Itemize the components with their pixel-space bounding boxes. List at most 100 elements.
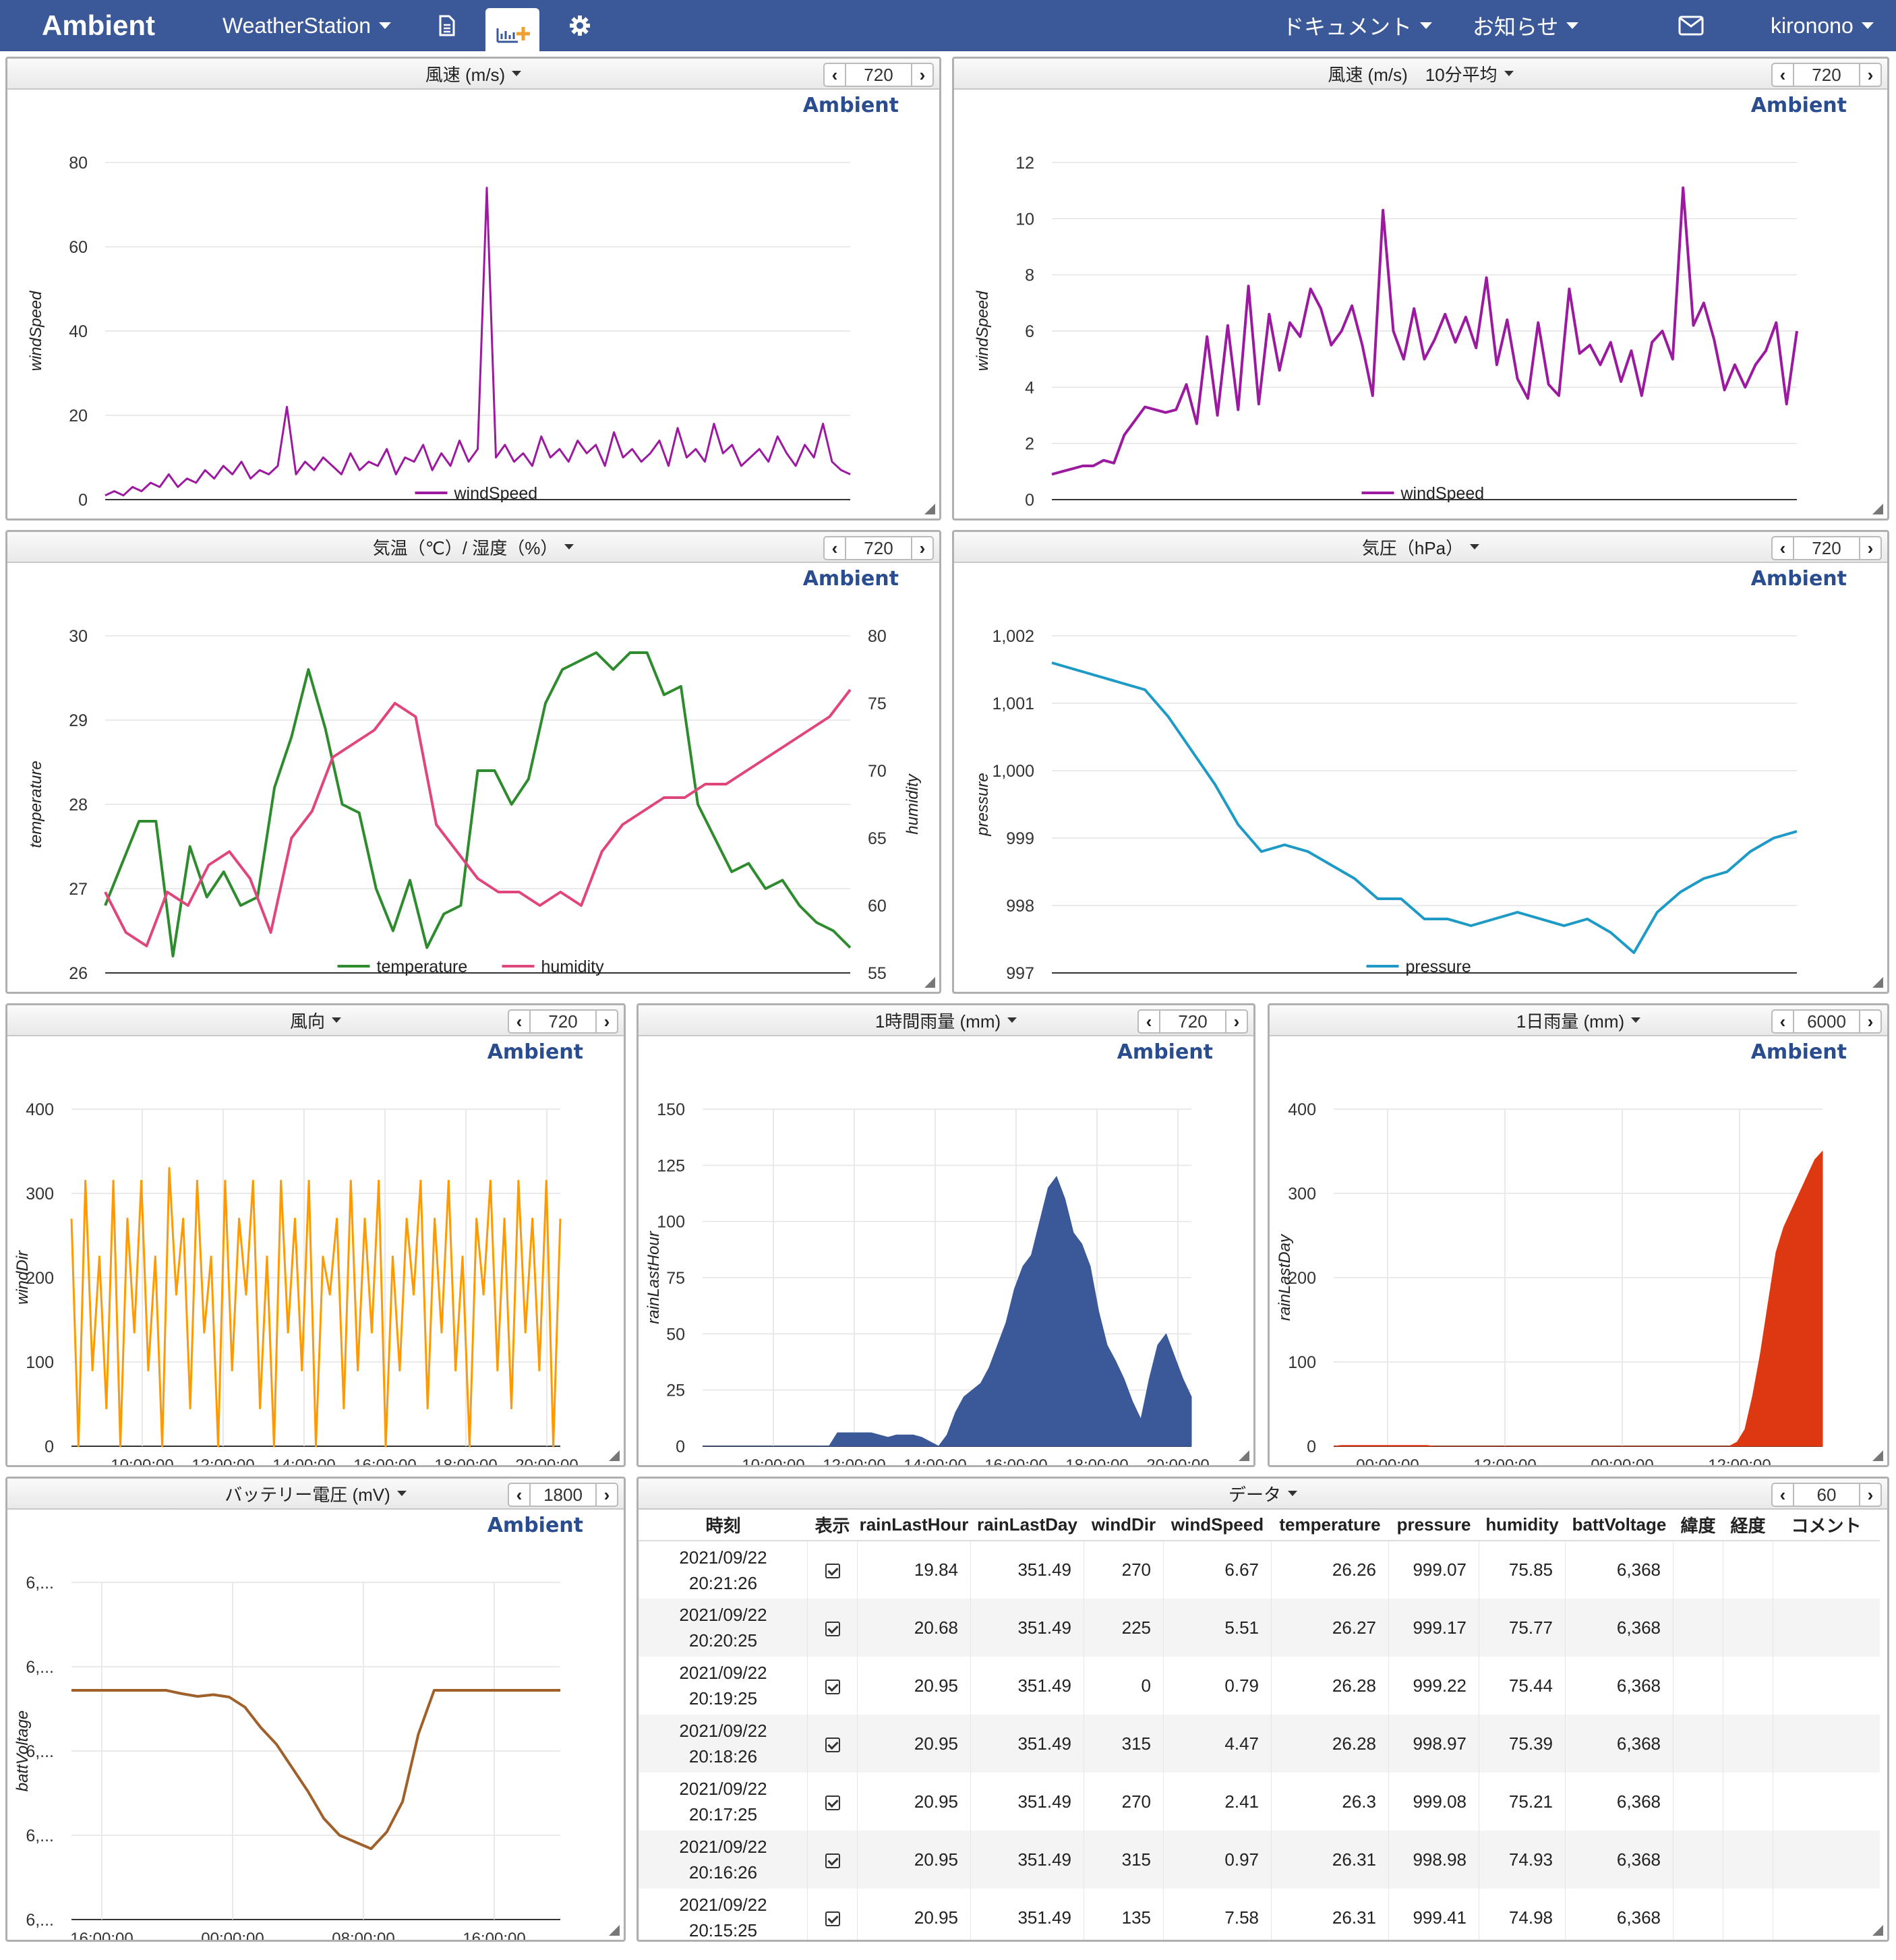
column-header[interactable]: windDir: [1084, 1510, 1164, 1541]
column-header[interactable]: temperature: [1271, 1510, 1389, 1541]
panel-title[interactable]: 風速 (m/s): [7, 59, 939, 88]
count-input[interactable]: 1800: [531, 1483, 595, 1507]
resize-handle[interactable]: [924, 504, 935, 514]
count-input[interactable]: 720: [1794, 63, 1859, 87]
panel-title[interactable]: 気温（℃）/ 湿度（%）: [7, 532, 939, 562]
news-dropdown[interactable]: お知らせ: [1473, 0, 1579, 51]
resize-handle[interactable]: [1239, 1450, 1249, 1461]
panel-title[interactable]: 1日雨量 (mm): [1270, 1005, 1887, 1035]
panel-title[interactable]: 風速 (m/s) 10分平均: [954, 59, 1887, 88]
pager: ‹ 1800 ›: [508, 1483, 618, 1507]
column-header[interactable]: 経度: [1723, 1510, 1773, 1541]
next-page-button[interactable]: ›: [1859, 63, 1882, 87]
column-header[interactable]: humidity: [1479, 1510, 1566, 1541]
table-row[interactable]: 2021/09/22 20:19:25 20.95 351.49 0 0.79 26.28…: [639, 1657, 1880, 1715]
y-tick-label: 100: [26, 1353, 54, 1372]
y2-tick-label: 70: [868, 762, 887, 781]
next-page-button[interactable]: ›: [595, 1009, 618, 1034]
table-row[interactable]: 2021/09/22 20:18:26 20.95 351.49 315 4.47 26.…: [639, 1715, 1880, 1773]
prev-page-button[interactable]: ‹: [1771, 536, 1794, 560]
table-cell: [1773, 1715, 1880, 1773]
mail-icon[interactable]: [1678, 0, 1705, 51]
resize-handle[interactable]: [1872, 1925, 1883, 1936]
panel-title[interactable]: データ: [639, 1479, 1887, 1508]
chart-add-icon[interactable]: [485, 8, 539, 59]
next-page-button[interactable]: ›: [1859, 1009, 1882, 1034]
visible-checkbox[interactable]: [825, 1911, 840, 1926]
prev-page-button[interactable]: ‹: [823, 63, 846, 87]
column-header[interactable]: windSpeed: [1163, 1510, 1272, 1541]
visible-checkbox[interactable]: [825, 1795, 840, 1810]
panel-title[interactable]: 1時間雨量 (mm): [639, 1005, 1253, 1035]
count-input[interactable]: 60: [1794, 1483, 1859, 1507]
panel-title[interactable]: バッテリー電圧 (mV): [7, 1479, 624, 1508]
visible-checkbox[interactable]: [825, 1737, 840, 1752]
next-page-button[interactable]: ›: [1859, 536, 1882, 560]
resize-handle[interactable]: [924, 977, 935, 988]
column-header[interactable]: battVoltage: [1565, 1510, 1673, 1541]
panel-title[interactable]: 気圧（hPa）: [954, 532, 1887, 562]
prev-page-button[interactable]: ‹: [508, 1009, 531, 1034]
visible-checkbox-cell: [807, 1599, 858, 1657]
column-header[interactable]: 表示: [807, 1510, 858, 1541]
count-input[interactable]: 720: [846, 536, 911, 560]
prev-page-button[interactable]: ‹: [1771, 1009, 1794, 1034]
table-row[interactable]: 2021/09/22 20:20:25 20.68 351.49 225 5.51 26.…: [639, 1599, 1880, 1657]
table-cell: 7.58: [1163, 1889, 1272, 1940]
visible-checkbox[interactable]: [825, 1853, 840, 1868]
table-row[interactable]: 2021/09/22 20:21:26 19.84 351.49 270 6.67 26.…: [639, 1541, 1880, 1599]
next-page-button[interactable]: ›: [911, 536, 934, 560]
column-header[interactable]: コメント: [1773, 1510, 1880, 1541]
table-cell: 26.31: [1271, 1889, 1389, 1940]
resize-handle[interactable]: [609, 1925, 620, 1936]
next-page-button[interactable]: ›: [1225, 1009, 1248, 1034]
table-cell: [1723, 1599, 1773, 1657]
next-page-button[interactable]: ›: [911, 63, 934, 87]
column-header[interactable]: rainLastHour: [857, 1510, 971, 1541]
prev-page-button[interactable]: ‹: [1771, 63, 1794, 87]
table-cell: 999.07: [1388, 1541, 1479, 1599]
prev-page-button[interactable]: ‹: [1771, 1483, 1794, 1507]
count-input[interactable]: 720: [1160, 1009, 1225, 1034]
resize-handle[interactable]: [609, 1450, 620, 1461]
gear-icon[interactable]: [568, 0, 592, 51]
table-cell: [1673, 1773, 1723, 1831]
prev-page-button[interactable]: ‹: [823, 536, 846, 560]
count-input[interactable]: 720: [1794, 536, 1859, 560]
y-axis-label: rainLastHour: [645, 1230, 663, 1324]
table-cell: 20.95: [857, 1773, 971, 1831]
prev-page-button[interactable]: ‹: [1137, 1009, 1160, 1034]
next-page-button[interactable]: ›: [1859, 1483, 1882, 1507]
channel-dropdown[interactable]: WeatherStation: [223, 0, 391, 51]
y2-tick-label: 55: [868, 964, 887, 983]
count-input[interactable]: 720: [846, 63, 911, 87]
visible-checkbox[interactable]: [825, 1621, 840, 1636]
prev-page-button[interactable]: ‹: [508, 1483, 531, 1507]
document-icon[interactable]: [437, 0, 457, 51]
visible-checkbox-cell: [807, 1889, 858, 1940]
column-header[interactable]: rainLastDay: [970, 1510, 1084, 1541]
docs-dropdown[interactable]: ドキュメント: [1282, 0, 1433, 51]
column-header[interactable]: 時刻: [639, 1510, 808, 1541]
resize-handle[interactable]: [1872, 1450, 1883, 1461]
chart-winddir: 0 100 200 300 400 10:00:00 12:00:00 14:00:00 16:…: [13, 1100, 579, 1465]
panel-title[interactable]: 風向: [7, 1005, 624, 1035]
column-header[interactable]: 緯度: [1673, 1510, 1723, 1541]
table-row[interactable]: 2021/09/22 20:15:25 20.95 351.49 135 7.58 26.…: [639, 1889, 1880, 1940]
series-temperature: [104, 651, 852, 957]
next-page-button[interactable]: ›: [595, 1483, 618, 1507]
table-row[interactable]: 2021/09/22 20:16:26 20.95 351.49 315 0.97 26.…: [639, 1831, 1880, 1889]
resize-handle[interactable]: [1872, 977, 1883, 988]
table-row[interactable]: 2021/09/22 20:17:25 20.95 351.49 270 2.41 26.…: [639, 1773, 1880, 1831]
chart-rain-last-hour: 0 25 50 75 100 125 150 10:00:00 12:00:00 14:00:00…: [645, 1100, 1210, 1465]
resize-handle[interactable]: [1872, 504, 1883, 514]
count-input[interactable]: 720: [531, 1009, 595, 1034]
count-input[interactable]: 6000: [1794, 1009, 1859, 1034]
visible-checkbox-cell: [807, 1831, 858, 1889]
user-dropdown[interactable]: kironono: [1771, 0, 1874, 51]
visible-checkbox[interactable]: [825, 1679, 840, 1694]
brand-logo[interactable]: Ambient: [42, 9, 155, 41]
column-header[interactable]: pressure: [1388, 1510, 1479, 1541]
visible-checkbox[interactable]: [825, 1564, 840, 1579]
table-cell: [1673, 1657, 1723, 1715]
